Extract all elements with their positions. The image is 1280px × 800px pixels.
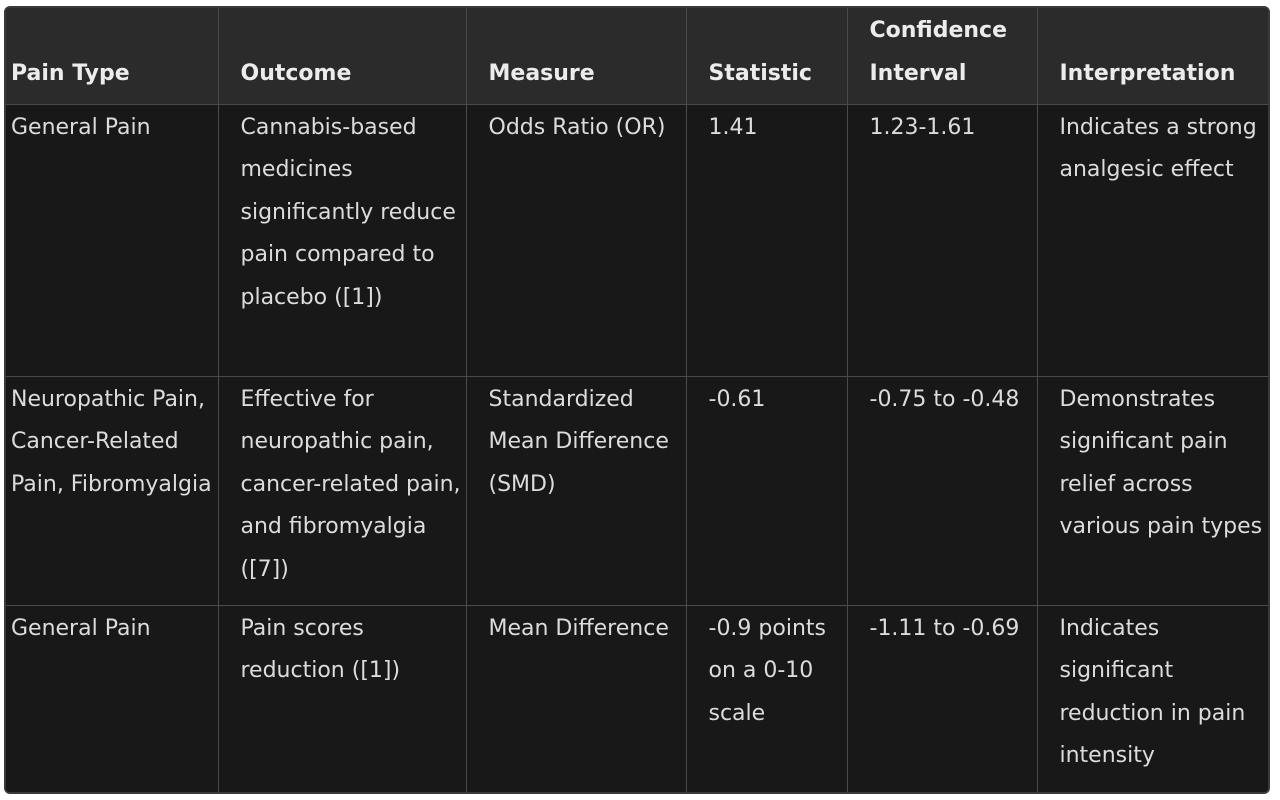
column-header-interpretation: Interpretation (1036, 8, 1268, 105)
cell-outcome: Pain scores reduction ([1]) (217, 605, 466, 792)
cell-measure: Standardized Mean Difference (SMD) (465, 375, 686, 606)
cell-confidence-interval: -1.11 to -0.69 (846, 605, 1037, 792)
cell-pain-type: Neuropathic Pain, Cancer-Related Pain, F… (6, 375, 218, 606)
table-header-row: Pain Type Outcome Measure Statistic Conf… (6, 8, 1268, 105)
cell-confidence-interval: 1.23-1.61 (846, 104, 1037, 376)
column-header-confidence-interval: Confidence Interval (846, 8, 1037, 105)
cell-pain-type: General Pain (6, 104, 218, 376)
table-row: General Pain Pain scores reduction ([1])… (6, 605, 1268, 792)
column-header-outcome: Outcome (217, 8, 466, 105)
cell-measure: Odds Ratio (OR) (465, 104, 686, 376)
table-container: Pain Type Outcome Measure Statistic Conf… (4, 6, 1270, 794)
cell-interpretation: Demonstrates significant pain relief acr… (1036, 375, 1268, 606)
cell-pain-type: General Pain (6, 605, 218, 792)
table-row: Neuropathic Pain, Cancer-Related Pain, F… (6, 375, 1268, 606)
cell-interpretation: Indicates a strong analgesic effect (1036, 104, 1268, 376)
cell-outcome: Cannabis-based medicines significantly r… (217, 104, 466, 376)
cell-statistic: -0.61 (685, 375, 847, 606)
results-table: Pain Type Outcome Measure Statistic Conf… (6, 8, 1268, 792)
cell-statistic: -0.9 points on a 0-10 scale (685, 605, 847, 792)
cell-confidence-interval: -0.75 to -0.48 (846, 375, 1037, 606)
column-header-measure: Measure (465, 8, 686, 105)
cell-outcome: Effective for neuropathic pain, cancer-r… (217, 375, 466, 606)
column-header-statistic: Statistic (685, 8, 847, 105)
table-row: General Pain Cannabis-based medicines si… (6, 104, 1268, 376)
column-header-pain-type: Pain Type (6, 8, 218, 105)
cell-statistic: 1.41 (685, 104, 847, 376)
cell-interpretation: Indicates significant reduction in pain … (1036, 605, 1268, 792)
cell-measure: Mean Difference (465, 605, 686, 792)
